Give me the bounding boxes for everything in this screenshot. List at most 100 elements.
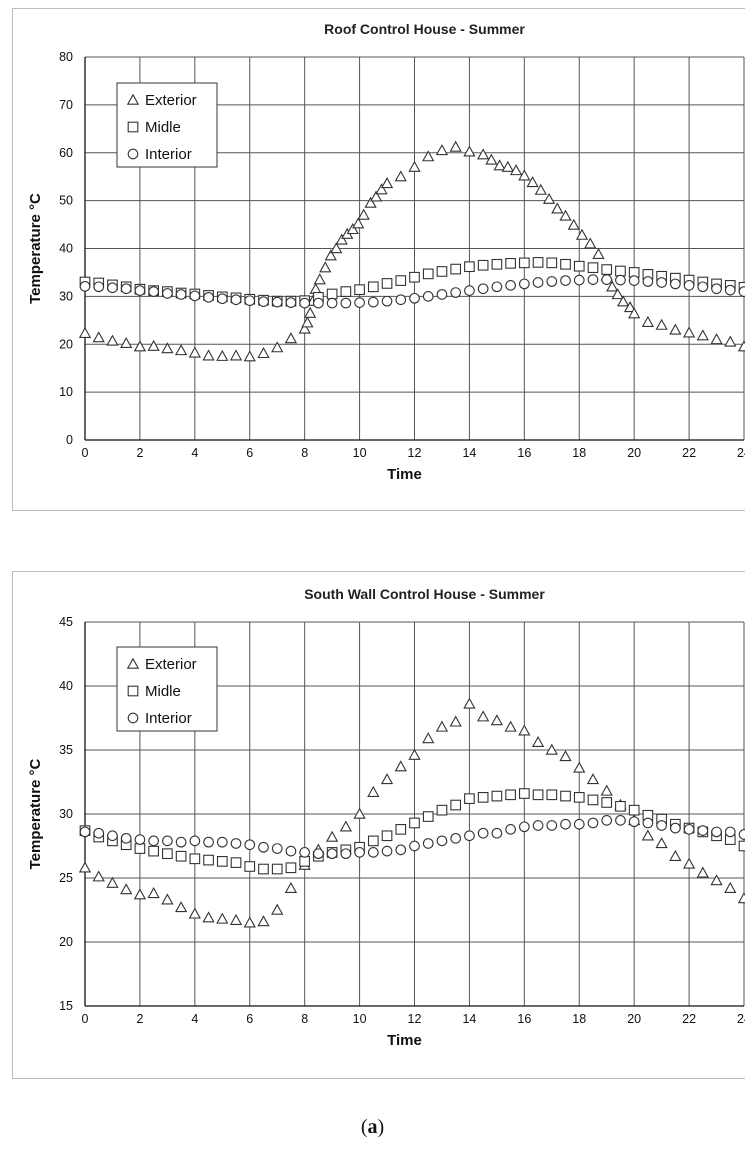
data-point-exterior [229, 349, 243, 361]
data-point-midle [601, 264, 613, 275]
data-point-exterior [641, 829, 655, 841]
data-point-interior [464, 830, 475, 842]
data-point-exterior [243, 350, 256, 362]
data-point-exterior [257, 915, 270, 927]
data-point-interior [175, 289, 187, 300]
x-tick-label: 0 [82, 1012, 89, 1026]
data-point-midle [560, 258, 571, 270]
data-point-midle [203, 854, 214, 866]
data-point-interior [189, 835, 201, 847]
data-point-midle [546, 789, 558, 801]
data-point-exterior [724, 335, 737, 347]
data-point-interior [532, 277, 544, 288]
data-point-interior [79, 280, 91, 292]
data-point-exterior [655, 318, 668, 330]
data-point-exterior [567, 218, 580, 230]
x-tick-label: 10 [353, 1012, 367, 1026]
data-point-exterior [161, 893, 174, 905]
y-axis-label: Temperature °C [27, 193, 44, 304]
chart-title: Roof Control House - Summer [324, 21, 525, 37]
data-point-exterior [606, 280, 619, 292]
y-tick-label: 30 [59, 289, 73, 303]
data-point-interior [189, 290, 201, 302]
y-tick-label: 35 [59, 743, 73, 757]
data-point-interior [628, 816, 640, 828]
data-point-exterior [106, 876, 119, 888]
x-tick-label: 4 [191, 1012, 198, 1026]
data-point-midle [395, 824, 407, 835]
data-point-exterior [573, 761, 586, 773]
data-point-midle [230, 857, 242, 868]
data-point-midle [532, 789, 544, 801]
data-point-exterior [422, 150, 435, 162]
data-point-exterior [669, 323, 682, 335]
data-point-exterior [298, 322, 311, 334]
data-point-interior [381, 295, 393, 307]
data-point-interior [285, 845, 297, 857]
data-point-exterior [509, 164, 523, 176]
data-point-midle [409, 271, 420, 283]
data-point-midle [395, 275, 407, 286]
legend: Exterior Midle Interior [116, 646, 218, 732]
data-point-midle [148, 845, 159, 857]
data-point-exterior [485, 153, 498, 165]
data-point-exterior [78, 326, 92, 338]
data-point-exterior [325, 830, 339, 842]
legend: Exterior Midle Interior [116, 82, 218, 168]
data-point-exterior [284, 881, 298, 893]
data-point-exterior [542, 192, 556, 204]
x-tick-label: 22 [682, 1012, 696, 1026]
data-point-exterior [92, 870, 105, 882]
data-point-interior [107, 282, 118, 294]
caption-close-paren: ) [377, 1116, 385, 1138]
data-point-exterior [710, 874, 723, 886]
data-point-interior [724, 284, 736, 296]
legend-label-interior: Interior [145, 710, 192, 727]
data-point-midle [518, 788, 530, 799]
data-point-exterior [696, 866, 709, 878]
data-point-interior [642, 817, 654, 829]
data-point-interior [711, 826, 722, 838]
data-point-interior [244, 295, 256, 307]
chart-panel-roof: Roof Control House - Summer 0 2 4 6 8 10 12 14 16… [12, 8, 745, 511]
data-point-interior [162, 288, 173, 299]
data-point-exterior [551, 202, 564, 214]
data-point-midle [285, 862, 297, 874]
data-point-interior [299, 847, 311, 858]
data-point-exterior [304, 306, 317, 318]
data-point-midle [615, 265, 626, 277]
x-axis-label: Time [387, 466, 422, 483]
y-tick-label: 45 [59, 615, 73, 629]
data-point-interior [601, 274, 613, 285]
data-point-midle [587, 794, 599, 806]
data-point-interior [573, 274, 585, 286]
data-point-midle [436, 804, 448, 816]
y-tick-label: 0 [66, 433, 73, 447]
data-point-midle [491, 790, 503, 802]
data-point-interior [381, 845, 393, 857]
data-point-exterior [477, 148, 490, 160]
data-point-interior [422, 291, 434, 302]
data-point-interior [367, 847, 379, 858]
data-point-exterior [559, 750, 572, 762]
data-point-exterior [493, 159, 506, 171]
data-point-exterior [257, 347, 270, 359]
legend-marker-midle [127, 685, 139, 697]
legend-marker-exterior [126, 93, 140, 105]
data-point-interior [464, 285, 475, 296]
y-tick-label: 60 [59, 146, 73, 160]
data-point-exterior [724, 881, 737, 893]
data-point-midle [738, 840, 745, 852]
data-point-exterior [380, 773, 394, 785]
data-point-interior [175, 836, 187, 848]
data-point-midle [450, 799, 462, 811]
data-point-exterior [319, 261, 332, 273]
data-point-midle [505, 789, 516, 801]
data-point-interior [711, 283, 722, 295]
data-point-interior [436, 835, 448, 847]
data-point-interior [505, 824, 516, 835]
series-interior [79, 815, 745, 860]
data-point-exterior [422, 732, 435, 744]
data-point-exterior [584, 237, 597, 249]
figure-caption: (a) [0, 1116, 745, 1139]
